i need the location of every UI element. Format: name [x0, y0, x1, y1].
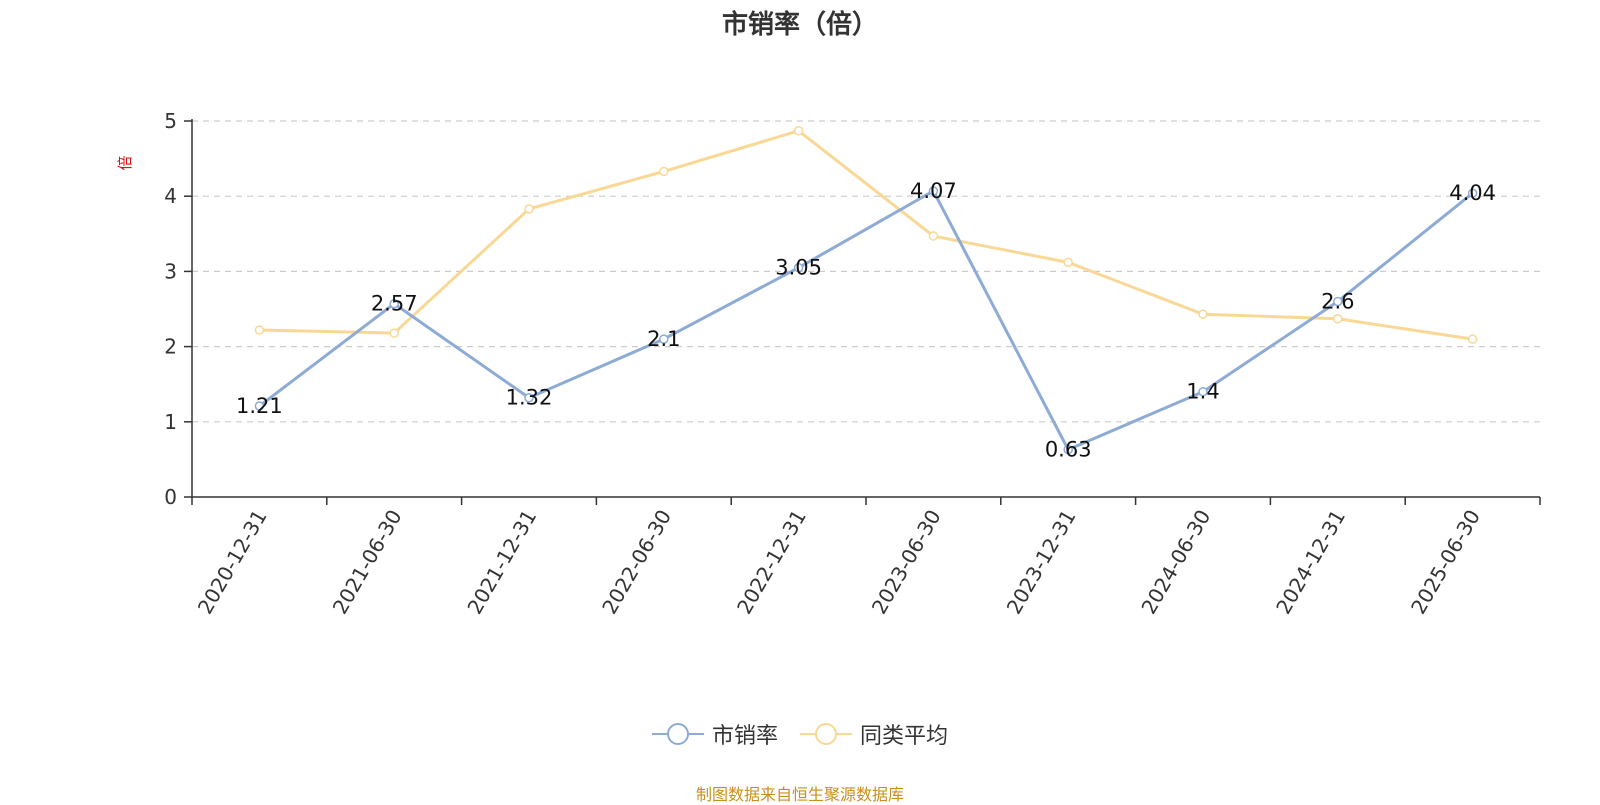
y-tick-label: 4 [164, 184, 177, 208]
circle-line-icon [651, 723, 704, 745]
series-1-point [928, 186, 939, 196]
data-label: 4.04 [1449, 181, 1496, 205]
series-1-point [389, 298, 399, 309]
data-label: 3.05 [775, 256, 822, 280]
data-label: 2.57 [371, 292, 418, 316]
series-1-point [659, 334, 669, 344]
x-tick-label: 2023-12-31 [1002, 506, 1081, 619]
y-axis-unit-label: 倍 [116, 155, 134, 170]
y-tick-label: 3 [164, 259, 177, 283]
data-source-note: 制图数据来自恒生聚源数据库 [695, 785, 904, 804]
series-2-point [1063, 257, 1073, 268]
x-tick-label: 2024-06-30 [1136, 506, 1215, 619]
x-tick-label: 2022-06-30 [597, 506, 676, 619]
series-2-point [389, 328, 399, 338]
y-tick-label: 2 [164, 335, 177, 359]
series-1-point [524, 392, 534, 403]
x-tick-label: 2025-06-30 [1406, 506, 1485, 619]
x-tick-label: 2023-06-30 [867, 506, 946, 619]
data-label: 4.07 [910, 179, 957, 203]
series-2-point [793, 126, 804, 136]
legend-label-series-2: 同类平均 [860, 724, 949, 749]
legend-item-series-1[interactable]: 市销率 [651, 718, 778, 750]
series-line-1 [258, 189, 1474, 452]
series-1-point [1063, 444, 1073, 455]
x-tick-label: 2020-12-31 [193, 506, 272, 619]
series-2-point [1467, 334, 1478, 344]
data-label: 0.63 [1045, 438, 1092, 462]
series-1-point [1467, 188, 1478, 198]
series-2-point [1333, 314, 1343, 324]
y-tick-label: 5 [164, 109, 177, 133]
x-tick-label: 2021-06-30 [328, 506, 407, 619]
series-2-point [1198, 309, 1208, 320]
series-1-point [1198, 386, 1208, 397]
x-tick-label: 2021-12-31 [462, 506, 541, 619]
series-2-point [254, 325, 265, 335]
chart-legend: 市销率 同类平均 [0, 718, 1600, 750]
legend-item-series-2[interactable]: 同类平均 [800, 718, 948, 750]
chart-title: 市销率（倍） [721, 10, 878, 40]
series-2-point [928, 231, 939, 241]
data-label: 2.1 [647, 327, 680, 351]
data-label: 1.21 [236, 394, 283, 418]
series-2-point [659, 166, 669, 177]
data-label: 1.4 [1186, 380, 1219, 404]
legend-label-series-1: 市销率 [711, 724, 778, 749]
line-chart: 0 1 2 3 4 5 倍 2020-12-31 2021-06-30 2021-12-31 202… [116, 109, 1541, 619]
series-line-2 [259, 129, 1473, 341]
series-1-point [793, 262, 804, 273]
x-tick-label: 2024-12-31 [1271, 506, 1350, 619]
y-tick-label: 1 [164, 410, 177, 434]
x-tick-label: 2022-12-31 [732, 506, 811, 619]
series-1-point [1333, 296, 1343, 307]
series-1-point [254, 401, 265, 411]
circle-line-icon [800, 723, 852, 745]
series-2-point [524, 204, 534, 214]
y-tick-label: 0 [164, 485, 177, 509]
data-label: 1.32 [506, 386, 553, 410]
data-label: 2.6 [1321, 289, 1354, 313]
